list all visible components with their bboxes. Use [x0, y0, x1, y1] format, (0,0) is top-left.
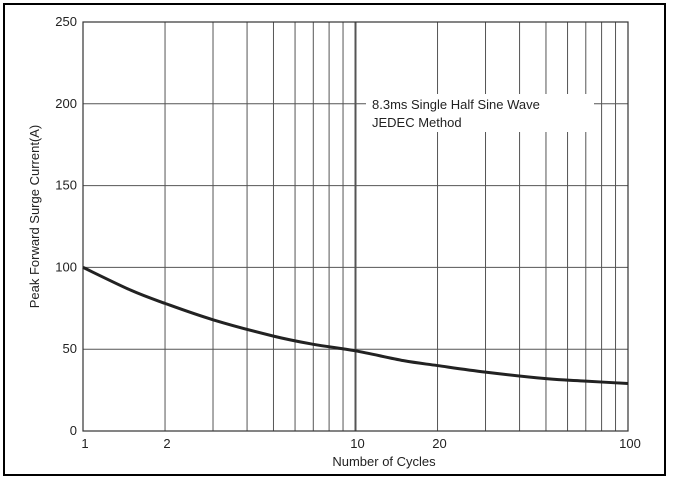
- y-tick-label: 200: [55, 96, 77, 111]
- y-tick-label: 150: [55, 178, 77, 193]
- x-tick-label: 100: [619, 436, 641, 451]
- x-tick-label: 20: [432, 436, 446, 451]
- x-axis-label: Number of Cycles: [332, 454, 436, 469]
- x-tick-label: 2: [163, 436, 170, 451]
- grid-lines: [83, 22, 628, 431]
- plot-area-border: [82, 21, 629, 432]
- chart-frame: [3, 3, 666, 476]
- x-tick-label: 1: [81, 436, 88, 451]
- annotation-method: JEDEC Method: [372, 115, 462, 130]
- annotation-waveform: 8.3ms Single Half Sine Wave: [372, 97, 540, 112]
- y-tick-label: 250: [55, 14, 77, 29]
- y-tick-label: 0: [70, 423, 77, 438]
- x-tick-label: 10: [350, 436, 364, 451]
- y-tick-label: 100: [55, 259, 77, 274]
- annotation-background: [366, 94, 594, 132]
- y-tick-label: 50: [63, 341, 77, 356]
- x-tick-labels: 1 2 10 20 100: [81, 436, 640, 451]
- y-axis-label: Peak Forward Surge Current(A): [27, 125, 42, 309]
- surge-current-curve: [82, 266, 629, 386]
- y-tick-labels: 0 50 100 150 200 250: [55, 14, 77, 438]
